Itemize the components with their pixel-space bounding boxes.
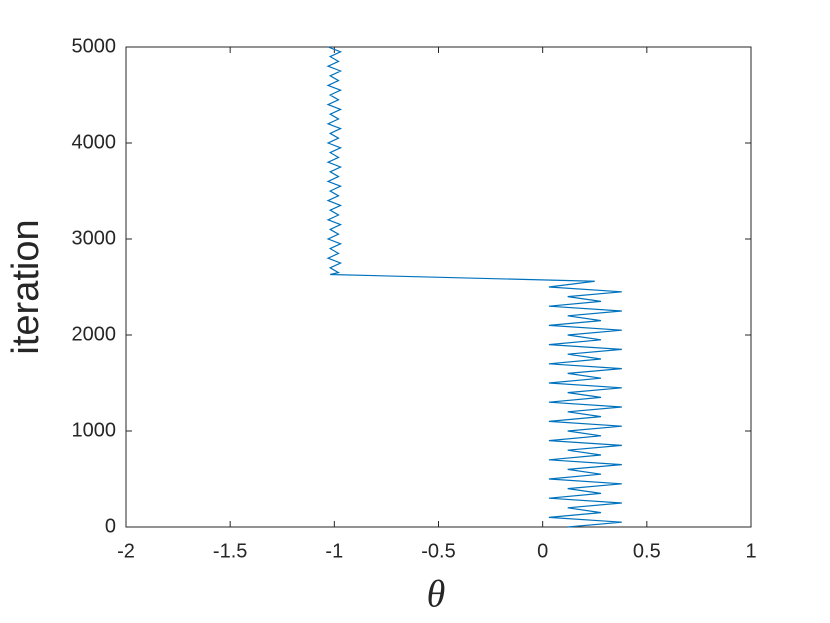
y-tick-label: 3000 [72, 227, 117, 249]
x-tick-label: -1 [325, 540, 343, 562]
y-tick-label: 0 [105, 515, 116, 537]
y-tick-label: 4000 [72, 131, 117, 153]
x-tick-label: -0.5 [421, 540, 455, 562]
x-axis-label: θ [427, 574, 446, 616]
x-tick-label: 1 [745, 540, 756, 562]
x-tick-label: 0 [537, 540, 548, 562]
data-line [326, 46, 622, 528]
y-tick-label: 5000 [72, 35, 117, 57]
plot-area [125, 46, 752, 528]
x-tick-label: -1.5 [213, 540, 247, 562]
y-tick-label: 2000 [72, 323, 117, 345]
y-tick-label: 1000 [72, 419, 117, 441]
y-axis-label: iteration [5, 219, 47, 354]
x-tick-label: -2 [117, 540, 135, 562]
x-tick-label: 0.5 [633, 540, 661, 562]
